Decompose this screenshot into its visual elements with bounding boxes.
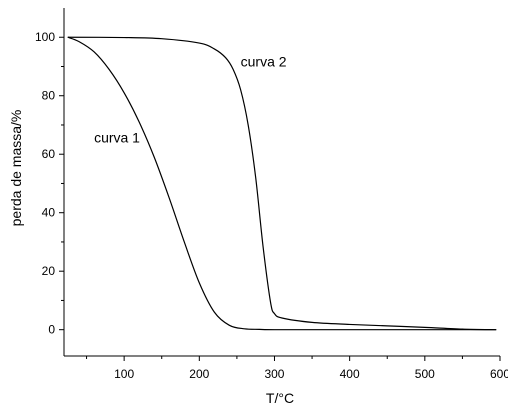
x-tick-label: 400 (340, 367, 360, 381)
x-tick-label: 500 (415, 367, 435, 381)
series-line-1 (67, 36, 497, 331)
y-tick-label: 100 (35, 30, 55, 44)
x-tick-label: 200 (189, 367, 209, 381)
y-axis-label: perda de massa/% (8, 110, 24, 227)
x-tick-label: 100 (114, 367, 134, 381)
x-tick-label: 600 (490, 367, 508, 381)
annotations: curva 1 curva 2 (94, 53, 287, 145)
y-tick-label: 0 (48, 323, 55, 337)
x-tick-label: 300 (264, 367, 284, 381)
series-lines (67, 36, 497, 331)
y-tick-label: 60 (42, 147, 56, 161)
series-line-2 (67, 36, 497, 331)
annotation-label: curva 1 (94, 130, 140, 146)
y-tick-label: 40 (42, 206, 56, 220)
annotation-label: curva 2 (241, 53, 287, 69)
y-tick-label: 20 (42, 264, 56, 278)
x-axis-label: T/°C (266, 390, 294, 406)
y-tick-label: 80 (42, 89, 56, 103)
x-axis-ticks: 100 200 300 400 500 600 (86, 356, 508, 381)
y-axis-ticks: 0 20 40 60 80 100 (35, 30, 64, 337)
